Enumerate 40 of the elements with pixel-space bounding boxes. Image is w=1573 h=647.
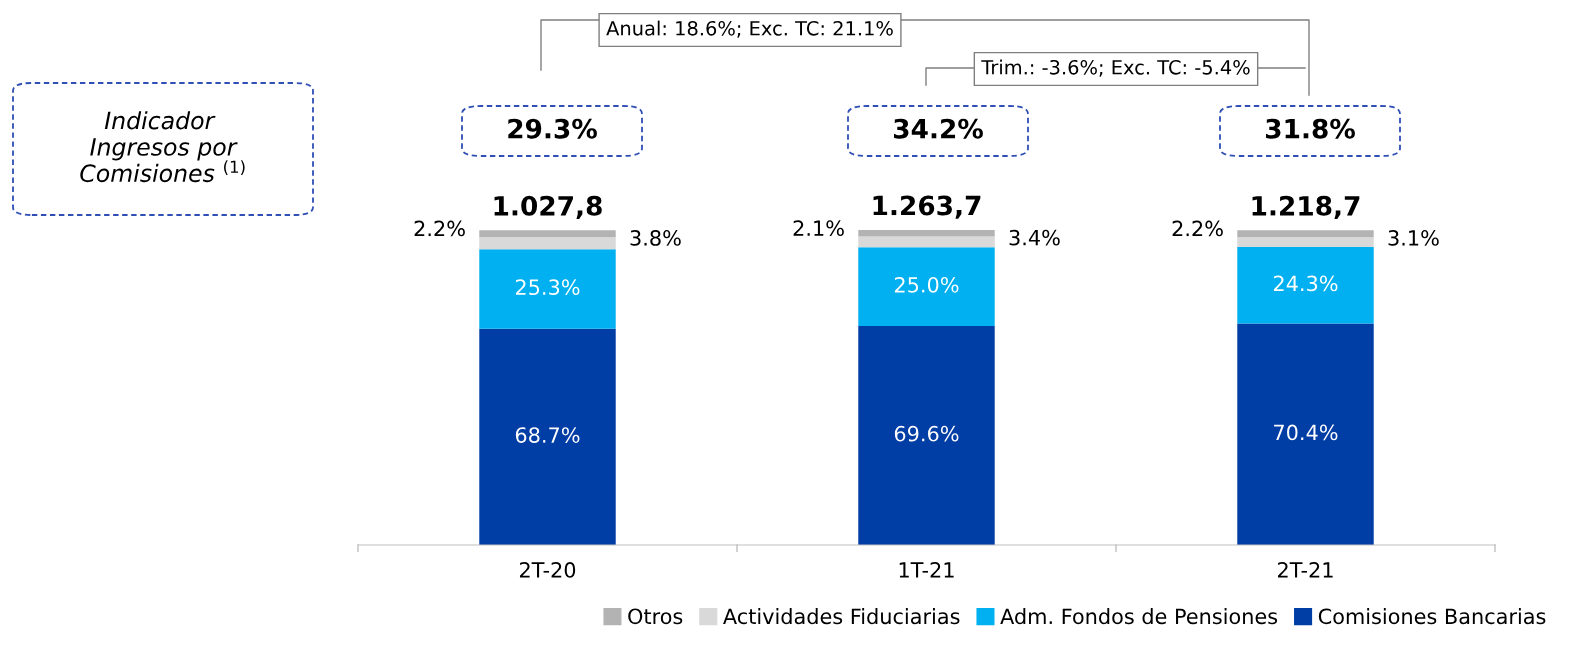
text: 1.218,7 (1252, 195, 1360, 220)
data-label: 24.3% (1273, 275, 1338, 292)
bar (479, 328, 616, 545)
text: 1.027,8 (494, 195, 602, 220)
bar (479, 249, 616, 329)
x-tick-label: 1T-21 (899, 562, 954, 578)
legend-label: Comisiones Bancarias (1318, 608, 1546, 625)
bar (858, 325, 995, 545)
bar (479, 230, 616, 238)
annotation: 2.2% (414, 220, 465, 237)
bar (1237, 246, 1374, 324)
bar (858, 230, 995, 237)
legend-label: Actividades Fiduciarias (723, 608, 960, 625)
data-label: 25.3% (515, 279, 580, 296)
text: 29.3% (508, 118, 597, 139)
annotation: 3.4% (1009, 229, 1060, 246)
annotation: 3.8% (630, 230, 681, 246)
annotation: 2.2% (1172, 220, 1223, 237)
text: 31.8% (1265, 118, 1355, 139)
x-tick-label: 2T-21 (1277, 562, 1333, 578)
bar (858, 247, 995, 326)
bar (1237, 237, 1374, 247)
text: 1.263,7 (873, 195, 981, 219)
bar (479, 237, 616, 250)
bar (1237, 230, 1374, 238)
data-label: 68.7% (515, 427, 580, 443)
data-label: 25.0% (894, 276, 959, 293)
data-label: 70.4% (1274, 424, 1338, 441)
text: Indicador Ingresos por Comisiones $^{(1)}$ (80, 111, 245, 183)
text: Anual: 18.6%; Exc. TC: 21.1% (606, 20, 893, 38)
data-label: 69.6% (894, 425, 959, 442)
x-tick-label: 2T-20 (519, 562, 576, 578)
text: Trim.: -3.6%; Exc. TC: -5.4% (981, 59, 1250, 77)
legend-label: Otros (628, 608, 683, 625)
bar (858, 236, 995, 248)
legend-label: Adm. Fondos de Pensiones (1000, 608, 1278, 625)
annotation: 2.1% (793, 220, 844, 237)
text: 34.2% (893, 118, 983, 139)
bar (1237, 323, 1374, 545)
annotation: 3.1% (1388, 230, 1439, 246)
